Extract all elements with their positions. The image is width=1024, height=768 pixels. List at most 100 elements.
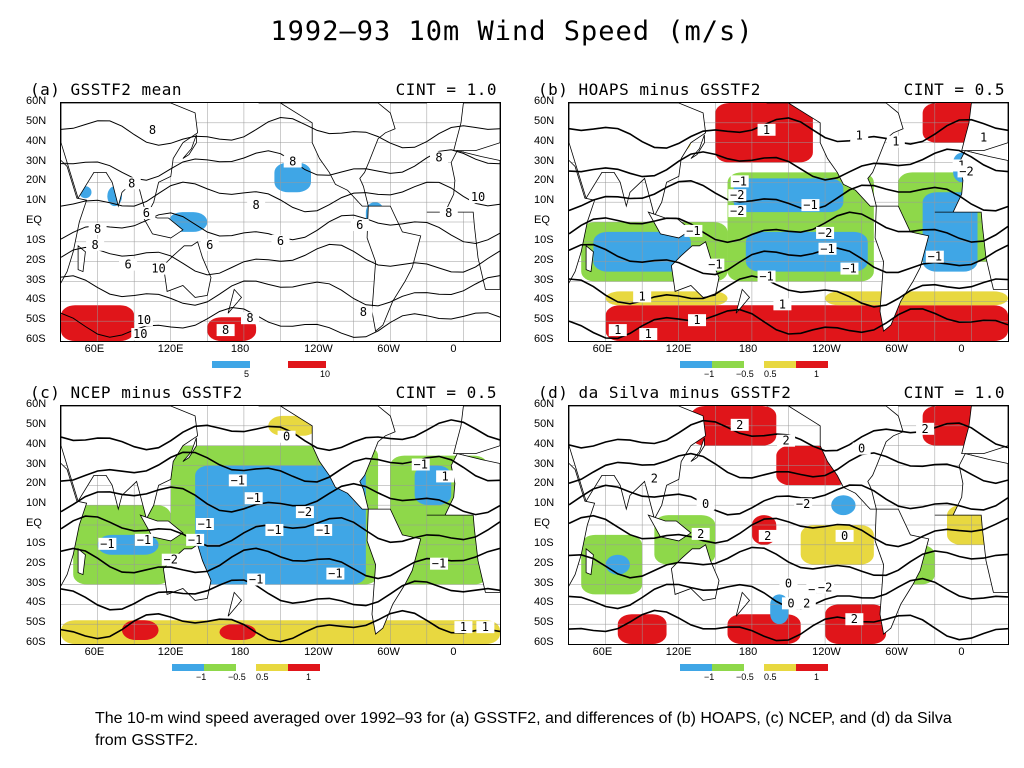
longitude-tick-label: 0 [450,343,457,355]
continent-japan [182,437,197,462]
continent-nz [735,288,751,314]
contour-label: 2 [651,471,658,485]
contour-label: 8 [246,311,253,325]
contour-line [61,243,500,276]
latitude-tick-label: 60N [534,398,555,410]
longitude-tick-label: 60E [84,343,105,355]
latitude-tick-label: 30S [534,576,554,589]
contour-label: −1 [198,517,212,531]
contour-label: 2 [764,529,771,543]
contour-label: 1 [639,289,646,303]
contour-label-bg [688,314,707,327]
legend-label: 1 [306,672,312,682]
contour-label: −1 [842,262,856,276]
latitude-tick-label: 30S [26,576,46,589]
latitude-tick-label: 20S [26,253,46,266]
contour-label-bg [277,430,296,443]
contour-label: −1 [732,174,746,188]
latitude-tick-label: 50S [26,313,46,326]
latitude-tick-label: 30N [26,457,47,470]
latitude-tick-label: 40N [534,437,555,450]
contour-label-bg [216,324,235,337]
continent-namerica [766,406,904,510]
contour-label: 1 [482,620,489,634]
contour-label-bg [691,527,710,540]
panel-title: (a) GSSTF2 mean [30,80,182,99]
contour-label: 1 [779,297,786,311]
legend-swatch [764,664,796,671]
contour-label: 0 [787,596,794,610]
panel-a: (a) GSSTF2 mean CINT = 1.0 60N 50N 40N 30N 20N… [22,80,501,380]
continent-madagascar [77,244,86,273]
legend-label: −1 [704,369,715,379]
panel-cint-label: CINT = 0.5 [903,80,1005,99]
continent-europe_w [961,406,1008,454]
longitude-tick-label: 60E [592,646,613,658]
longitude-tick-label: 60W [377,343,400,355]
shaded-region [605,305,1008,341]
longitude-tick-label: 0 [958,646,965,658]
contour-label-bg [608,324,627,337]
continent-nz [735,591,751,617]
contour-line [569,117,1008,149]
latitude-tick-label: EQ [26,517,42,529]
longitude-tick-label: 180 [230,343,250,355]
contour-label-bg [916,422,935,435]
contour-label-bg [633,290,652,303]
latitude-tick-label: 40S [534,293,554,306]
contour-label-bg [295,506,314,519]
contour-line [61,419,500,452]
latitude-tick-label: 60S [26,333,46,345]
contour-label: 8 [435,151,442,165]
contour-label: 8 [360,305,367,319]
contour-label: 10 [151,262,165,276]
contour-label: −2 [818,226,832,240]
contour-label: 2 [782,434,789,448]
contour-label-bg [350,218,369,231]
contour-label-bg [816,581,835,594]
map-frame: 0 −1 −1 −1 −2 −1 −1 −1 −1 −1 −2 −1 −1 −1 −1 1 1 1 [60,405,501,645]
contour-label-bg [283,155,302,168]
legend-swatch [288,361,326,368]
contour-label-bg [797,597,816,610]
contour-label-bg [149,262,168,275]
contour-label: −1 [231,473,245,487]
longitude-tick-label: 0 [958,343,965,355]
continent-madagascar [585,547,594,576]
longitude-tick-label: 120W [304,646,333,658]
contour-line [61,579,500,611]
contour-line [569,514,1008,548]
panel-cint-label: CINT = 1.0 [903,383,1005,402]
continent-nz [227,591,243,617]
legend-label: 1 [814,369,820,379]
contour-label-bg [430,151,449,164]
contour-label: 1 [980,131,987,145]
contour-label-bg [777,434,796,447]
contour-label-bg [957,165,976,178]
contour-label-bg [696,498,715,511]
legend-swatch [680,361,712,368]
contour-label: 10 [137,313,151,327]
contour-label-bg [244,492,263,505]
contour-label: −1 [316,523,330,537]
legend-label: −1 [704,672,715,682]
latitude-tick-label: 20S [534,556,554,569]
panel-title: (d) da Silva minus GSSTF2 [538,383,792,402]
latitude-tick-label: 10N [534,497,555,510]
map-frame: 2 2 2 0 2 0 2 −2 −2 2 0 0 2 0 −2 2 [568,405,1009,645]
color-legend: −1 −0.5 0.5 1 [172,664,332,686]
longitude-tick-label: 0 [450,646,457,658]
contour-label: 8 [94,222,101,236]
latitude-tick-label: 60S [534,636,554,648]
longitude-tick-label: 60W [885,646,908,658]
contour-label: 6 [206,238,213,252]
contour-line [569,179,1008,212]
contour-label: 1 [763,123,770,137]
continent-eurasia [61,406,199,521]
contour-label-bg [835,529,854,542]
contour-label-bg [974,131,993,144]
legend-label: 10 [320,369,331,379]
contour-label-bg [247,573,266,586]
continent-australia [670,544,720,601]
contour-label-bg [706,258,725,271]
